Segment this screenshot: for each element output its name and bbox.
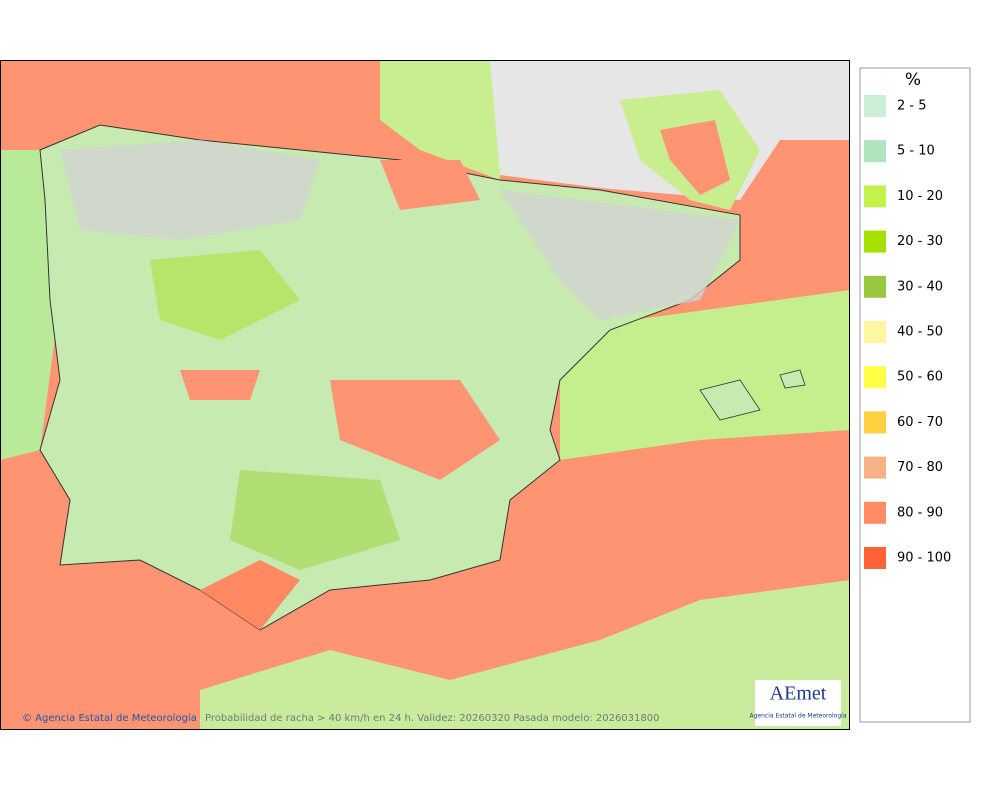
logo-box <box>755 680 841 726</box>
france-orange <box>660 120 730 195</box>
logo-name: AEmet <box>770 683 827 705</box>
legend-swatch <box>864 411 886 434</box>
legend-label: 40 - 50 <box>897 325 943 340</box>
land-gray <box>60 140 320 240</box>
map-frame <box>0 60 850 730</box>
legend-title: % <box>905 70 921 90</box>
africa <box>200 580 850 730</box>
legend-label: 2 - 5 <box>897 99 927 114</box>
copyright: © Agencia Estatal de Meteorología <box>22 712 197 724</box>
land-orange <box>330 380 500 480</box>
legend-swatch <box>864 275 886 298</box>
legend-swatch <box>864 95 886 117</box>
land-gray <box>500 190 740 320</box>
land-green <box>230 470 400 570</box>
legend-label: 5 - 10 <box>897 144 935 159</box>
legend-box <box>859 67 971 723</box>
island <box>699 379 761 421</box>
land-orange <box>380 160 480 210</box>
legend-label: 30 - 40 <box>897 279 943 294</box>
sea-green <box>380 60 500 180</box>
legend-label: 20 - 30 <box>897 234 943 249</box>
legend-label: 80 - 90 <box>897 505 943 520</box>
legend-swatch <box>864 230 886 253</box>
legend-label: 50 - 60 <box>897 370 943 385</box>
legend-swatch <box>864 547 886 569</box>
sea-green <box>0 150 60 460</box>
land-green <box>150 250 300 340</box>
legend-swatch <box>864 185 886 208</box>
legend-label: 60 - 70 <box>897 415 943 430</box>
legend-swatch <box>864 366 886 389</box>
legend-swatch <box>864 456 886 479</box>
sea-green <box>560 290 850 460</box>
land-orange <box>180 370 260 400</box>
legend-label: 70 - 80 <box>897 460 943 475</box>
legend-label: 90 - 100 <box>897 551 951 566</box>
legend-swatch <box>864 321 886 343</box>
island <box>779 369 806 389</box>
legend-label: 10 - 20 <box>897 189 943 204</box>
legend-swatch <box>864 501 886 524</box>
land-orange <box>200 560 300 630</box>
logo-subtitle: Agencia Estatal de Meteorología <box>750 713 847 720</box>
legend-swatch <box>864 140 886 163</box>
caption: Probabilidad de racha > 40 km/h en 24 h.… <box>205 713 659 724</box>
